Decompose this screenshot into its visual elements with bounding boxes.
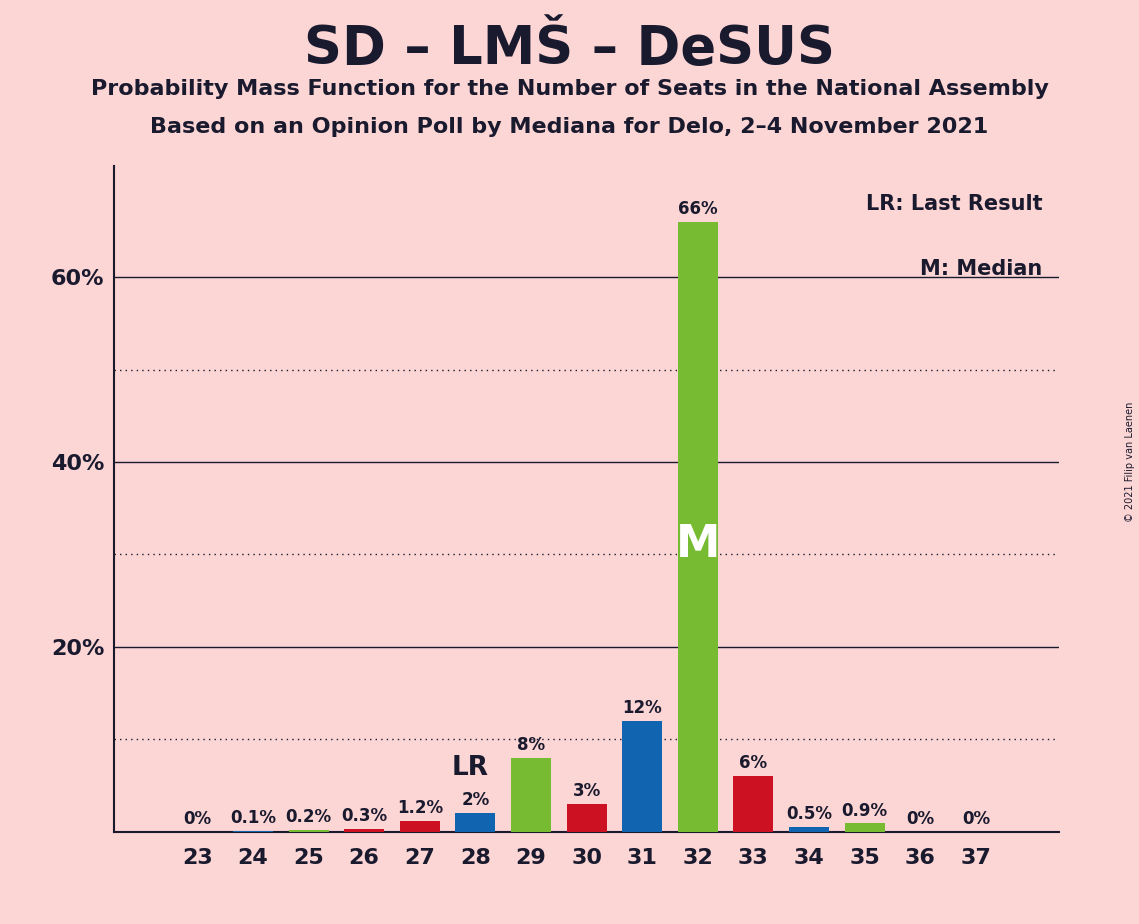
Text: Based on an Opinion Poll by Mediana for Delo, 2–4 November 2021: Based on an Opinion Poll by Mediana for …	[150, 117, 989, 138]
Text: M: M	[675, 524, 720, 566]
Text: 66%: 66%	[678, 201, 718, 218]
Text: SD – LMŠ – DeSUS: SD – LMŠ – DeSUS	[304, 23, 835, 75]
Text: 0.3%: 0.3%	[341, 808, 387, 825]
Bar	[344, 829, 384, 832]
Text: © 2021 Filip van Laenen: © 2021 Filip van Laenen	[1125, 402, 1134, 522]
Bar	[400, 821, 440, 832]
Text: LR: LR	[451, 755, 489, 781]
Bar	[232, 831, 273, 832]
Text: 0.1%: 0.1%	[230, 809, 276, 827]
Text: 8%: 8%	[517, 736, 546, 754]
Text: 0.5%: 0.5%	[786, 806, 831, 823]
Text: LR: Last Result: LR: Last Result	[866, 194, 1042, 214]
Bar	[566, 804, 607, 832]
Bar	[456, 813, 495, 832]
Text: 0%: 0%	[961, 810, 990, 828]
Bar	[678, 222, 718, 832]
Text: 0%: 0%	[183, 810, 212, 828]
Text: 12%: 12%	[622, 699, 662, 717]
Bar	[845, 823, 885, 832]
Bar	[288, 830, 328, 832]
Text: 0.2%: 0.2%	[286, 808, 331, 826]
Text: 3%: 3%	[573, 783, 600, 800]
Text: M: Median: M: Median	[920, 259, 1042, 279]
Bar	[511, 758, 551, 832]
Bar	[789, 827, 829, 832]
Text: 6%: 6%	[739, 755, 768, 772]
Text: 2%: 2%	[461, 792, 490, 809]
Text: 1.2%: 1.2%	[396, 799, 443, 817]
Text: 0%: 0%	[907, 810, 934, 828]
Text: 0.9%: 0.9%	[842, 802, 887, 820]
Bar	[734, 776, 773, 832]
Text: Probability Mass Function for the Number of Seats in the National Assembly: Probability Mass Function for the Number…	[91, 79, 1048, 99]
Bar	[622, 721, 662, 832]
